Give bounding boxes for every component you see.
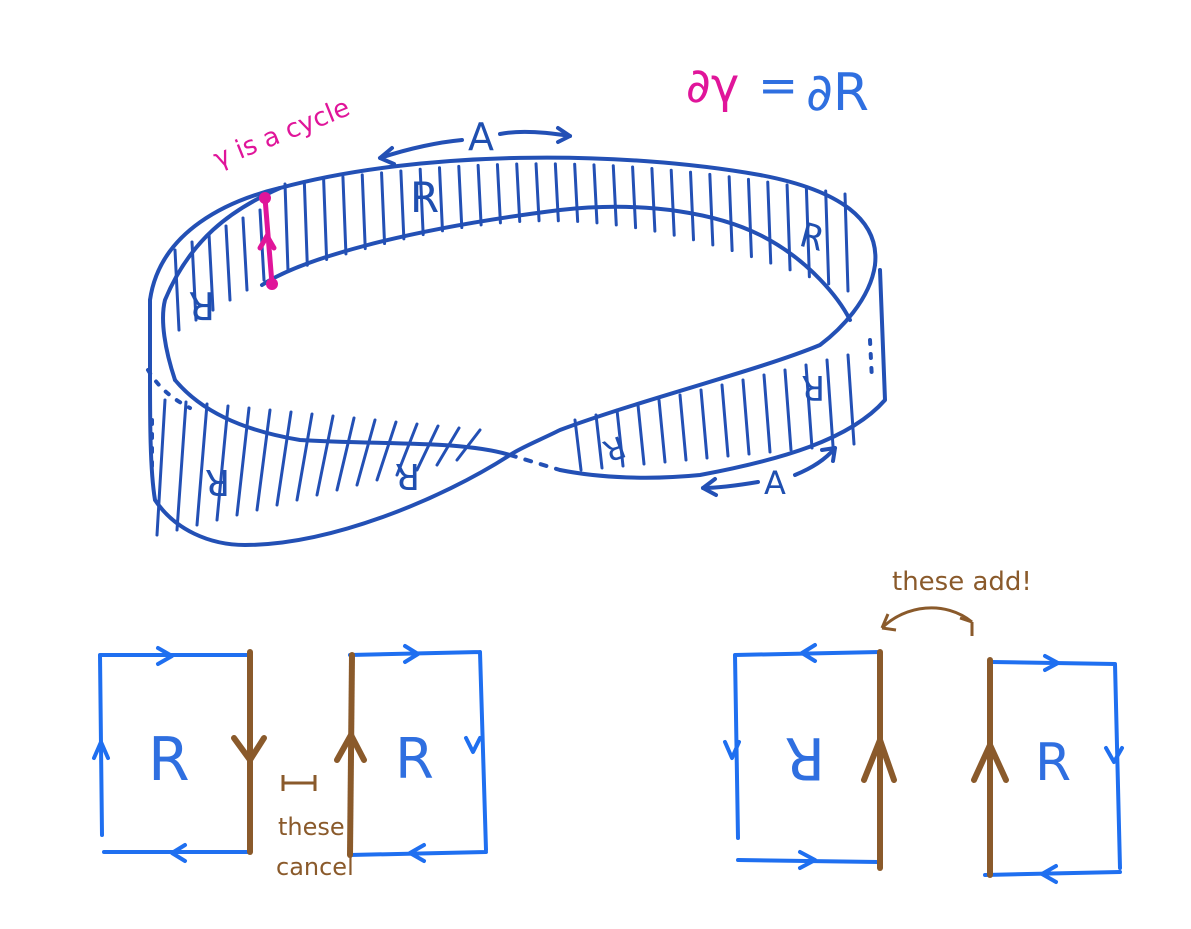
hatch-line [846,353,856,446]
hatch-line [283,182,290,273]
hatch-line [235,406,251,517]
hatch-line [699,388,709,460]
these-add-arrow [880,606,974,636]
hatch-line [457,164,464,230]
hatch-line [553,162,560,223]
band-R-label-top: R [410,173,439,222]
hatch-line [785,183,792,272]
mobius-band [146,155,887,547]
hatch-line [255,408,272,512]
hatch-line [631,165,638,230]
hatch-line [355,418,377,487]
hatch-line [380,171,387,246]
hatch-line [657,398,667,464]
hatch-line [195,402,209,527]
box-1-R: R [148,725,190,795]
hatch-line [636,403,646,466]
hatch-line [437,166,444,233]
hatch-line [720,383,730,458]
hatch-line [825,358,835,448]
hatch-line [173,248,181,332]
equation-left: ∂γ [686,58,739,114]
hatch-line [175,400,188,532]
hatch-line [804,363,814,450]
hatch-line [207,232,215,312]
box-3-R: R [785,724,825,792]
hatch-line [241,216,249,292]
bottom-A-arrow [701,446,837,497]
hatch-line [495,163,502,225]
box-4-R: R [1035,733,1071,793]
hatch-line [215,404,230,522]
hatch-line [395,422,419,477]
hatch-line [741,378,751,456]
hatch-line [615,408,625,468]
hatch-line [335,416,356,492]
hatch-line [594,413,604,470]
hatch-line [418,167,425,237]
hatch-line [650,166,657,233]
hatch-line [455,428,482,462]
hatch-line [315,414,335,497]
gamma-cycle-segment [257,192,278,290]
hatch-line [669,168,676,237]
these-cancel-line1: these [278,813,345,841]
hatch-line [783,368,793,452]
equation-right: ∂R [806,63,869,123]
hatch-line [592,163,599,225]
band-R-label-right-top: R [795,215,828,260]
hatch-line [573,418,583,472]
hatch-line [360,173,367,251]
hatch-line [302,180,309,267]
box-2-R: R [395,727,434,792]
these-add-label: these add! [892,567,1032,597]
box-4 [971,654,1124,884]
hatch-line [762,373,772,454]
band-hatching [155,162,856,537]
hatch-line [415,424,440,472]
band-R-label-right-bottom: R [801,367,825,407]
hatch-line [295,412,314,502]
hatch-line [375,420,398,482]
hatch-line [824,189,831,286]
hatch-line [341,175,348,256]
band-R-label-left: R [189,283,215,327]
hatch-line [399,169,406,241]
hatch-line [843,192,850,293]
box-2 [334,644,488,863]
hatch-line [708,172,715,247]
these-cancel-indicator [281,775,317,791]
hatch-line [611,164,618,227]
band-R-label-twist: R [598,428,630,468]
hatch-line [678,393,688,462]
top-A-label: A [468,115,494,159]
hatch-line [322,177,329,261]
these-cancel-line2: cancel [276,853,354,881]
hatch-line [804,186,811,279]
bottom-A-label: A [764,464,786,502]
hatch-line [190,240,198,322]
hatch-line [727,175,734,253]
box-1 [92,646,267,863]
hatch-line [689,170,696,242]
hatch-line [534,162,541,223]
hatch-line [746,177,753,259]
band-R-label-bottom-mid: R [395,455,420,496]
hatch-line [766,180,773,265]
hatch-line [515,162,522,223]
equation-equals: = [758,58,798,114]
hatch-line [476,163,483,227]
hatch-line [155,398,167,537]
hatch-line [435,426,461,467]
band-R-label-bottom-left: R [205,461,230,502]
top-A-arrow [378,126,572,166]
hatch-line [224,224,232,302]
box-3 [723,643,897,871]
hatch-line [275,410,293,507]
gamma-cycle-label: γ is a cycle [209,93,354,175]
hatch-line [573,162,580,223]
